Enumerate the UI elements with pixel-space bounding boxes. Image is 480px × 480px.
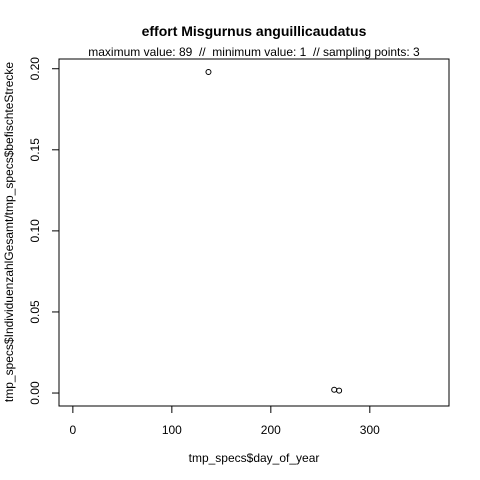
data-point — [205, 68, 212, 75]
y-tick-label: 0.10 — [28, 219, 42, 243]
x-tick-label: 0 — [70, 423, 77, 437]
x-axis-label: tmp_specs$day_of_year — [189, 451, 320, 465]
y-tick-label: 0.00 — [28, 381, 42, 405]
y-axis-label: tmp_specs$IndividuenzahlGesamt/tmp_specs… — [2, 62, 16, 403]
x-axis: 0 100 200 300 — [70, 405, 380, 437]
x-tick-label: 100 — [162, 423, 182, 437]
x-tick-label: 300 — [360, 423, 380, 437]
x-tick-label: 200 — [261, 423, 281, 437]
chart-subtitle: maximum value: 89 // minimum value: 1 //… — [88, 45, 420, 59]
data-points — [205, 68, 343, 394]
y-tick-label: 0.05 — [28, 300, 42, 324]
data-point — [336, 387, 343, 394]
data-point — [331, 386, 338, 393]
y-tick-label: 0.15 — [28, 138, 42, 162]
y-axis: 0.00 0.05 0.10 0.15 0.20 — [28, 57, 60, 405]
y-tick-label: 0.20 — [28, 57, 42, 81]
chart-title: effort Misgurnus anguillicaudatus — [142, 23, 367, 39]
plot-frame — [58, 58, 450, 407]
